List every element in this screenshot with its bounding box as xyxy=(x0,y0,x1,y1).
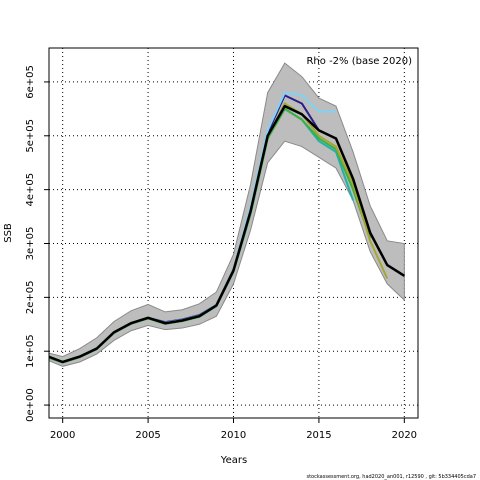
y-axis-label: SSB xyxy=(3,223,14,243)
plot-area xyxy=(49,48,418,418)
series-line xyxy=(49,104,405,364)
plot-frame xyxy=(48,47,419,419)
y-tick-label: 6e+05 xyxy=(25,65,36,99)
annotation: Rho -2% (base 2020) xyxy=(306,56,412,67)
footer: stockassessment.org, had2020_an001, r125… xyxy=(306,474,476,480)
x-tick-label: 2010 xyxy=(221,430,246,441)
y-tick-label: 5e+05 xyxy=(25,119,36,153)
y-tick-label: 0e+00 xyxy=(25,388,36,422)
x-tick-label: 2005 xyxy=(135,430,160,441)
y-tick-label: 3e+05 xyxy=(25,227,36,261)
confidence-band xyxy=(49,62,405,367)
x-axis-label: Years xyxy=(220,455,247,466)
x-tick-label: 2015 xyxy=(306,430,331,441)
x-tick-label: 2020 xyxy=(392,430,417,441)
y-tick-label: 1e+05 xyxy=(25,334,36,368)
y-tick-label: 4e+05 xyxy=(25,173,36,207)
x-tick-label: 2000 xyxy=(50,430,75,441)
y-tick-label: 2e+05 xyxy=(25,281,36,315)
